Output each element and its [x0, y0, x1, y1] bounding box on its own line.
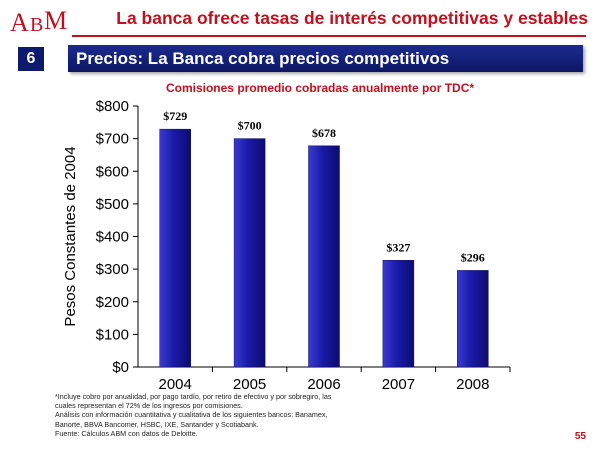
data-label: $296	[461, 250, 485, 264]
bar-2004	[159, 128, 191, 368]
page-title: La banca ofrece tasas de interés competi…	[116, 8, 588, 28]
page-number: 55	[574, 431, 586, 442]
footnotes: *Incluye cobro por anualidad, por pago t…	[55, 392, 375, 438]
footnote-line: Análisis con información cuantitativa y …	[55, 410, 328, 420]
abm-logo: A B M	[6, 6, 70, 37]
bar-2005	[233, 138, 266, 368]
y-tick-label: $300	[96, 261, 129, 278]
footnote-line: Fuente: Cálculos ABM con datos de Deloit…	[55, 428, 198, 438]
y-tick-label: $700	[96, 131, 129, 148]
y-tick-label: $200	[96, 294, 129, 311]
logo-letter-a: A	[10, 8, 29, 37]
data-label: $729	[163, 109, 187, 123]
data-label: $678	[312, 126, 336, 140]
bar-2008	[457, 270, 489, 368]
x-tick-label: 2007	[382, 376, 415, 393]
section-number-badge: 6	[18, 47, 44, 71]
y-axis-label: Pesos Constantes de 2004	[62, 146, 79, 326]
x-tick-label: 2005	[233, 376, 266, 393]
y-tick-label: $800	[96, 98, 129, 115]
chart-title: Comisiones promedio cobradas anualmente …	[165, 81, 475, 95]
bar-2007	[382, 260, 415, 368]
footnote-line: Banorte, BBVA Bancomer, HSBC, IXE, Santa…	[55, 419, 259, 429]
y-tick-label: $600	[96, 163, 129, 180]
footnote-line: cuales representan el 72% de los ingreso…	[55, 401, 243, 411]
logo-letter-b: B	[30, 14, 44, 36]
y-tick-label: $400	[96, 229, 129, 246]
bar-2006	[308, 145, 340, 368]
y-tick-label: $0	[112, 359, 129, 376]
footnote-line: *Incluye cobro por anualidad, por pago t…	[55, 392, 332, 401]
y-tick-label: $500	[96, 196, 129, 213]
section-title-banner: Precios: La Banca cobra precios competit…	[68, 45, 583, 72]
data-label: $327	[386, 240, 410, 254]
logo-letter-m: M	[44, 6, 68, 35]
x-tick-label: 2004	[159, 376, 192, 393]
x-tick-label: 2006	[307, 376, 340, 393]
title-divider	[72, 35, 586, 37]
x-tick-label: 2008	[456, 376, 489, 393]
data-label: $700	[238, 119, 262, 133]
y-tick-label: $100	[96, 326, 129, 343]
